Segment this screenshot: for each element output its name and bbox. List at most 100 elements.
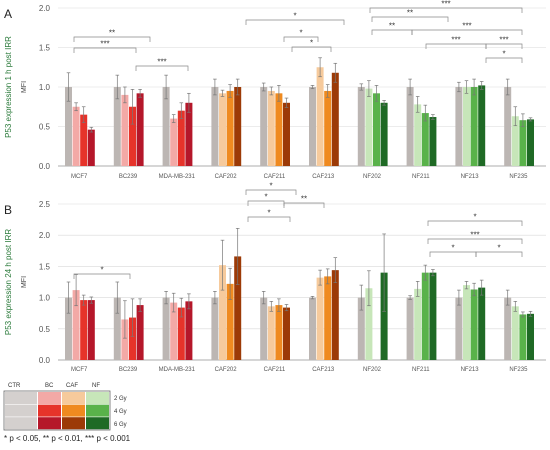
panel-letter: A <box>4 7 12 21</box>
bar <box>170 118 178 166</box>
x-tick-label: NF235 <box>509 367 528 373</box>
significance-bracket <box>73 273 131 279</box>
x-tick-label: CAF202 <box>215 367 238 373</box>
x-tick-label: NF202 <box>363 367 382 373</box>
legend-swatch-nf <box>86 404 109 417</box>
bar <box>429 117 437 166</box>
bar <box>234 256 242 360</box>
bar <box>211 297 219 360</box>
bar <box>324 90 332 166</box>
bar <box>365 288 373 360</box>
x-tick-label: CAF202 <box>215 174 238 180</box>
bar <box>519 314 527 360</box>
bar <box>463 87 470 166</box>
bar <box>478 287 486 360</box>
significance-bracket <box>283 36 319 42</box>
bar <box>177 110 185 166</box>
significance-bracket <box>247 216 291 222</box>
significance-bracket <box>425 43 487 49</box>
bar <box>470 87 478 166</box>
y-tick-label: 1.0 <box>39 294 51 303</box>
bar <box>331 270 339 360</box>
legend-row-4gy: 4 Gy <box>114 409 127 415</box>
bar <box>275 305 283 360</box>
bar <box>414 104 422 166</box>
bar <box>478 85 486 166</box>
bar <box>357 87 365 166</box>
legend-swatch-caf <box>62 392 85 404</box>
significance-label: * <box>299 29 302 38</box>
significance-label: *** <box>451 36 460 45</box>
significance-label: ** <box>389 22 395 31</box>
y-tick-label: 1.5 <box>39 44 51 53</box>
significance-bracket <box>411 29 523 35</box>
bar <box>504 297 512 360</box>
x-tick-label: CAF211 <box>264 367 286 373</box>
bar <box>267 90 275 166</box>
significance-bracket <box>135 65 189 71</box>
side-label: P53 expression 24 h post IRR <box>4 229 13 336</box>
significance-label: *** <box>157 58 166 67</box>
y-tick-label: 1.0 <box>39 83 51 92</box>
significance-label: * <box>473 213 476 222</box>
bar <box>331 72 339 166</box>
bar <box>414 288 422 360</box>
bar <box>65 297 72 360</box>
x-tick-label: NF213 <box>461 174 480 180</box>
bar <box>406 87 414 166</box>
significance-bracket <box>371 16 449 22</box>
significance-label: * <box>451 244 454 253</box>
bar <box>309 297 316 360</box>
x-tick-label: MDA-MB-231 <box>159 367 196 373</box>
significance-bracket <box>247 200 285 206</box>
significance-label: * <box>497 244 500 253</box>
legend-col-nf: NF <box>92 383 100 389</box>
legend-row-6gy: 6 Gy <box>114 422 127 428</box>
bar <box>275 93 283 166</box>
bar <box>455 87 463 166</box>
y-tick-label: 2.0 <box>39 4 51 13</box>
significance-bracket <box>427 238 523 244</box>
significance-label: * <box>502 50 505 59</box>
y-tick-label: 0.0 <box>39 356 51 365</box>
significance-label: * <box>269 182 272 191</box>
bar <box>455 297 463 360</box>
bar <box>170 302 178 360</box>
y-tick-label: 0.5 <box>39 325 51 334</box>
x-tick-label: MCF7 <box>71 174 88 180</box>
significance-label: ** <box>109 29 115 38</box>
legend-swatch-ctr <box>5 404 37 417</box>
bar <box>80 300 88 360</box>
significance-label: *** <box>499 36 508 45</box>
bar <box>177 307 185 360</box>
legend-swatch-nf <box>86 392 109 404</box>
significance-label: * <box>293 12 296 21</box>
significance-bracket <box>427 220 523 226</box>
bar <box>129 317 136 360</box>
significance-bracket <box>245 19 345 25</box>
x-tick-label: CAF213 <box>312 174 335 180</box>
bar <box>260 297 268 360</box>
bar <box>136 305 144 360</box>
bar <box>429 272 437 360</box>
significance-label: ** <box>301 195 307 204</box>
significance-bracket <box>485 57 523 63</box>
bar <box>511 306 519 360</box>
bar <box>357 297 365 360</box>
legend-swatch-caf <box>62 417 85 430</box>
y-axis-label: MFI <box>21 81 28 93</box>
x-tick-label: MDA-MB-231 <box>159 174 196 180</box>
x-tick-label: NF235 <box>509 174 528 180</box>
legend-swatch-bc <box>38 392 61 404</box>
bar <box>283 307 290 360</box>
significance-label: *** <box>441 0 450 9</box>
y-tick-label: 1.5 <box>39 262 51 271</box>
x-tick-label: NF211 <box>412 174 430 180</box>
bar <box>316 277 324 360</box>
significance-bracket <box>485 43 523 49</box>
bar <box>421 272 429 360</box>
significance-bracket <box>283 202 325 208</box>
bar <box>65 87 72 166</box>
bar <box>527 313 534 360</box>
